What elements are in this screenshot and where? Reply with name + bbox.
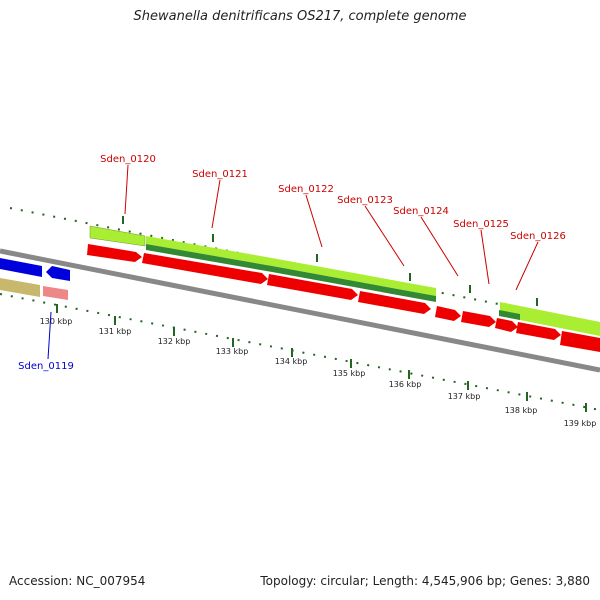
axis-tick-label: 138 kbp (505, 406, 538, 415)
cds-forward-arrow (461, 311, 496, 327)
cds-forward-arrow (358, 291, 431, 314)
feature-track-light-green (500, 302, 600, 336)
cds-forward-arrow (560, 331, 600, 352)
genome-summary-text: Topology: circular; Length: 4,545,906 bp… (260, 574, 590, 588)
gene-leader-line (211, 179, 221, 229)
axis-tick-label: 136 kbp (389, 380, 422, 389)
gene-label-sden_0126[interactable]: Sden_0126 (510, 231, 566, 242)
map-title: Shewanella denitrificans OS217, complete… (133, 9, 467, 24)
axis-tick-label: 131 kbp (99, 327, 132, 336)
gene-label-sden_0122[interactable]: Sden_0122 (278, 184, 334, 195)
axis-tick-label: 133 kbp (216, 347, 249, 356)
gene-label-sden_0121[interactable]: Sden_0121 (192, 169, 248, 180)
feature-track-olive (0, 278, 40, 297)
gene-label-sden_0120[interactable]: Sden_0120 (100, 154, 156, 165)
outer-tick-track (9, 207, 600, 325)
gene-leader-line (480, 229, 490, 285)
feature-track-dark-green (272, 266, 436, 302)
cds-forward-arrow (516, 322, 561, 340)
cds-forward-arrow (87, 244, 142, 262)
feature-track-dark-green (499, 310, 520, 320)
cds-forward-arrow (435, 306, 461, 321)
gene-leader-line (515, 241, 539, 291)
gene-features (0, 225, 600, 352)
cds-reverse-arrow (46, 266, 70, 281)
axis-tick-label: 137 kbp (448, 392, 481, 401)
gene-label-sden_0124[interactable]: Sden_0124 (393, 206, 449, 217)
accession-text: Accession: NC_007954 (9, 574, 146, 588)
gene-leader-line (364, 205, 405, 267)
feature-track-light-green (89, 225, 146, 247)
feature-track-light-green (272, 258, 436, 296)
axis-tick-label: 134 kbp (275, 357, 308, 366)
cds-forward-arrow (142, 253, 268, 284)
axis-tick-label: 135 kbp (333, 369, 366, 378)
feature-track-dark-green (146, 244, 272, 272)
cds-forward-arrow (495, 318, 518, 332)
gene-leader-line (420, 216, 459, 277)
axis-tick-label: 130 kbp (40, 317, 73, 326)
gene-label-sden_0119[interactable]: Sden_0119 (18, 361, 74, 372)
genome-backbone (0, 248, 600, 373)
gene-leader-line (305, 194, 323, 248)
axis-tick-label: 132 kbp (158, 337, 191, 346)
cds-reverse-arrow (0, 258, 42, 277)
feature-track-light-green (146, 236, 272, 266)
axis-tick-label: 139 kbp (564, 419, 597, 428)
gene-leader-line (47, 311, 52, 360)
feature-track-pink (43, 286, 68, 300)
axis-ticks: 130 kbp 131 kbp 132 kbp 133 kbp 134 kbp 135 k… (40, 216, 597, 428)
gene-label-sden_0123[interactable]: Sden_0123 (337, 195, 393, 206)
cds-forward-arrow (267, 274, 358, 300)
gene-label-leaders: Sden_0120Sden_0121Sden_0122Sden_0123Sden… (18, 154, 566, 372)
gene-leader-line (124, 164, 129, 215)
gene-label-sden_0125[interactable]: Sden_0125 (453, 219, 509, 230)
